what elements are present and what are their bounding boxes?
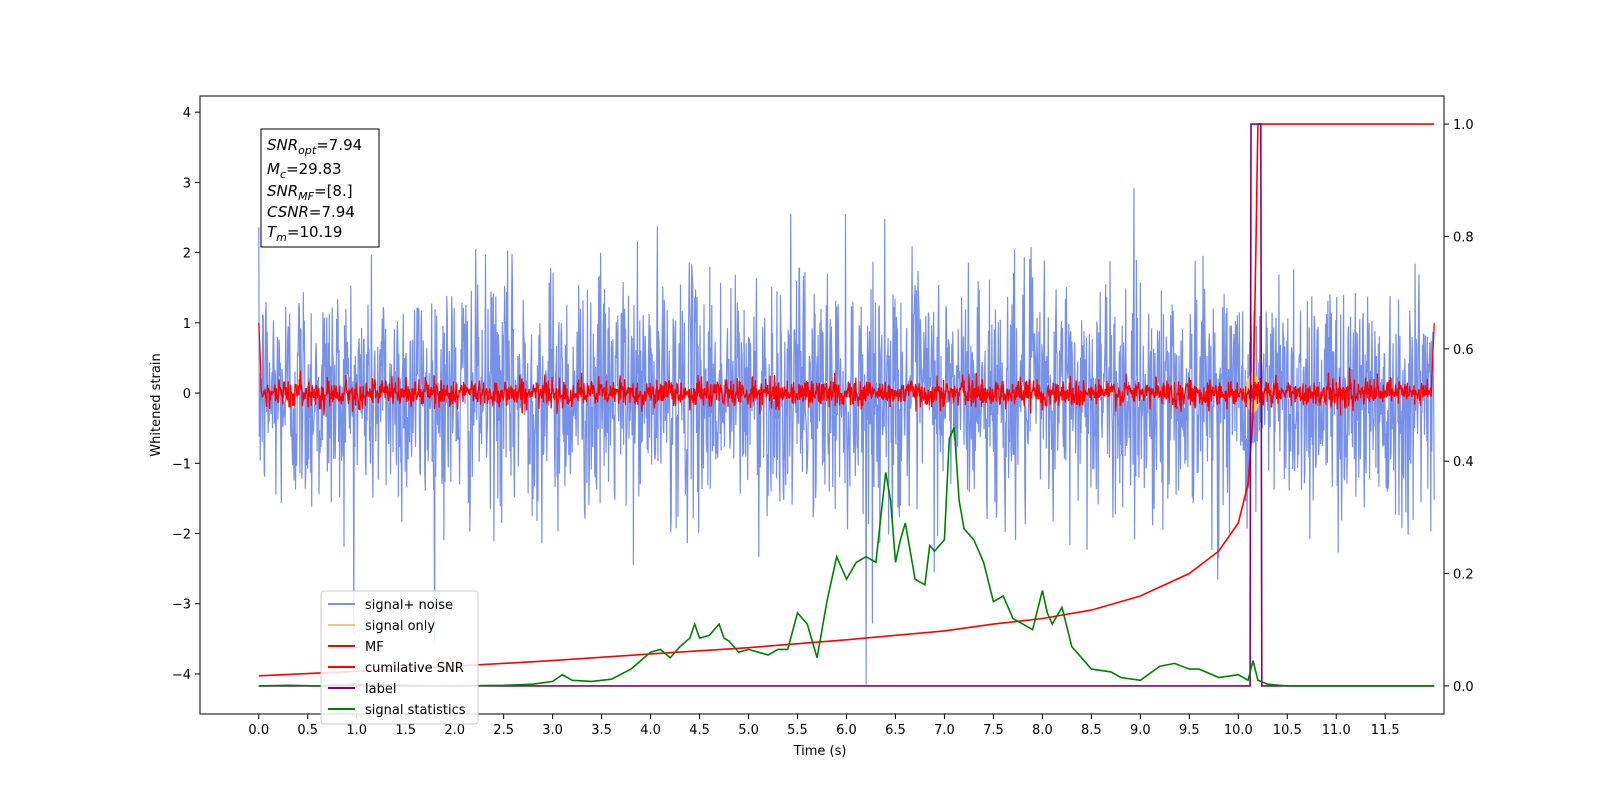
y-right-tick-label: 0.8 [1453, 230, 1474, 245]
info-snr-opt: SNRopt=7.94 [267, 136, 362, 157]
info-box-frame [260, 128, 380, 248]
y-left-tick-label: 4 [183, 106, 191, 121]
x-tick-label: 11.0 [1322, 723, 1351, 738]
legend: signal+ noise signal only MF cumilative … [320, 590, 479, 725]
y-axis-right-ticks: 1.0 0.8 0.6 0.4 0.2 0.0 [1444, 118, 1474, 695]
series-cumulative-snr [258, 123, 1435, 677]
info-tm: Tm=10.19 [267, 223, 342, 244]
legend-label-signal-noise: signal+ noise [365, 598, 453, 613]
y-left-tick-label: −2 [172, 528, 191, 543]
x-tick-label: 8.0 [1032, 723, 1053, 738]
plot-frame [199, 95, 1445, 715]
series-signal-statistics [258, 427, 1435, 687]
y-axis-left-ticks: 4 3 2 1 0 −1 −2 −3 −4 [172, 106, 200, 683]
x-tick-label: 4.0 [640, 723, 661, 738]
info-box: SNRopt=7.94 Mc=29.83 SNRMF=[8.] CSNR=7.9… [260, 128, 380, 248]
y-left-tick-label: 1 [183, 317, 191, 332]
y-left-tick-label: −4 [172, 668, 191, 683]
x-tick-label: 3.0 [542, 723, 563, 738]
x-tick-label: 8.5 [1081, 723, 1102, 738]
x-tick-label: 5.5 [787, 723, 808, 738]
x-axis-ticks: 0.0 0.5 1.0 1.5 2.0 2.5 3.0 3.5 4.0 4.5 5.0 5.5 6.0 6… [248, 714, 1400, 738]
legend-label-mf: MF [365, 640, 384, 655]
info-mc: Mc=29.83 [267, 160, 342, 181]
legend-label-cumulative-snr: cumilative SNR [365, 661, 464, 676]
y-left-tick-label: 2 [183, 247, 191, 262]
legend-label-signal-only: signal only [365, 619, 435, 634]
x-tick-label: 0.0 [248, 723, 269, 738]
x-tick-label: 9.0 [1130, 723, 1151, 738]
x-tick-label: 10.0 [1224, 723, 1253, 738]
y-right-tick-label: 0.6 [1453, 343, 1474, 358]
y-left-tick-label: 3 [183, 176, 191, 191]
x-tick-label: 10.5 [1273, 723, 1302, 738]
x-tick-label: 3.5 [591, 723, 612, 738]
y-right-tick-label: 0.2 [1453, 568, 1474, 583]
x-tick-label: 6.5 [885, 723, 906, 738]
legend-label-label: label [365, 682, 396, 697]
x-tick-label: 1.0 [346, 723, 367, 738]
legend-frame [320, 590, 479, 725]
y-axis-label: Whitened strain [149, 353, 164, 456]
x-axis-label: Time (s) [793, 744, 847, 759]
x-tick-label: 2.0 [444, 723, 465, 738]
y-right-tick-label: 1.0 [1453, 118, 1474, 133]
x-tick-label: 7.0 [934, 723, 955, 738]
legend-label-signal-statistics: signal statistics [365, 703, 466, 718]
info-csnr: CSNR=7.94 [267, 203, 355, 221]
info-snr-mf: SNRMF=[8.] [267, 182, 353, 203]
x-tick-label: 9.5 [1179, 723, 1200, 738]
x-tick-label: 11.5 [1371, 723, 1400, 738]
y-left-tick-label: −1 [172, 457, 191, 472]
x-tick-label: 5.0 [738, 723, 759, 738]
x-tick-label: 0.5 [297, 723, 318, 738]
y-right-tick-label: 0.0 [1453, 680, 1474, 695]
y-right-tick-label: 0.4 [1453, 455, 1474, 470]
x-tick-label: 1.5 [395, 723, 416, 738]
x-tick-label: 2.5 [493, 723, 514, 738]
x-tick-label: 7.5 [983, 723, 1004, 738]
series-signal-noise [258, 188, 1435, 685]
series-mf [258, 322, 1435, 416]
y-left-tick-label: −3 [172, 598, 191, 613]
series-layer [258, 123, 1435, 687]
y-left-tick-label: 0 [183, 387, 191, 402]
x-tick-label: 4.5 [689, 723, 710, 738]
x-tick-label: 6.0 [836, 723, 857, 738]
